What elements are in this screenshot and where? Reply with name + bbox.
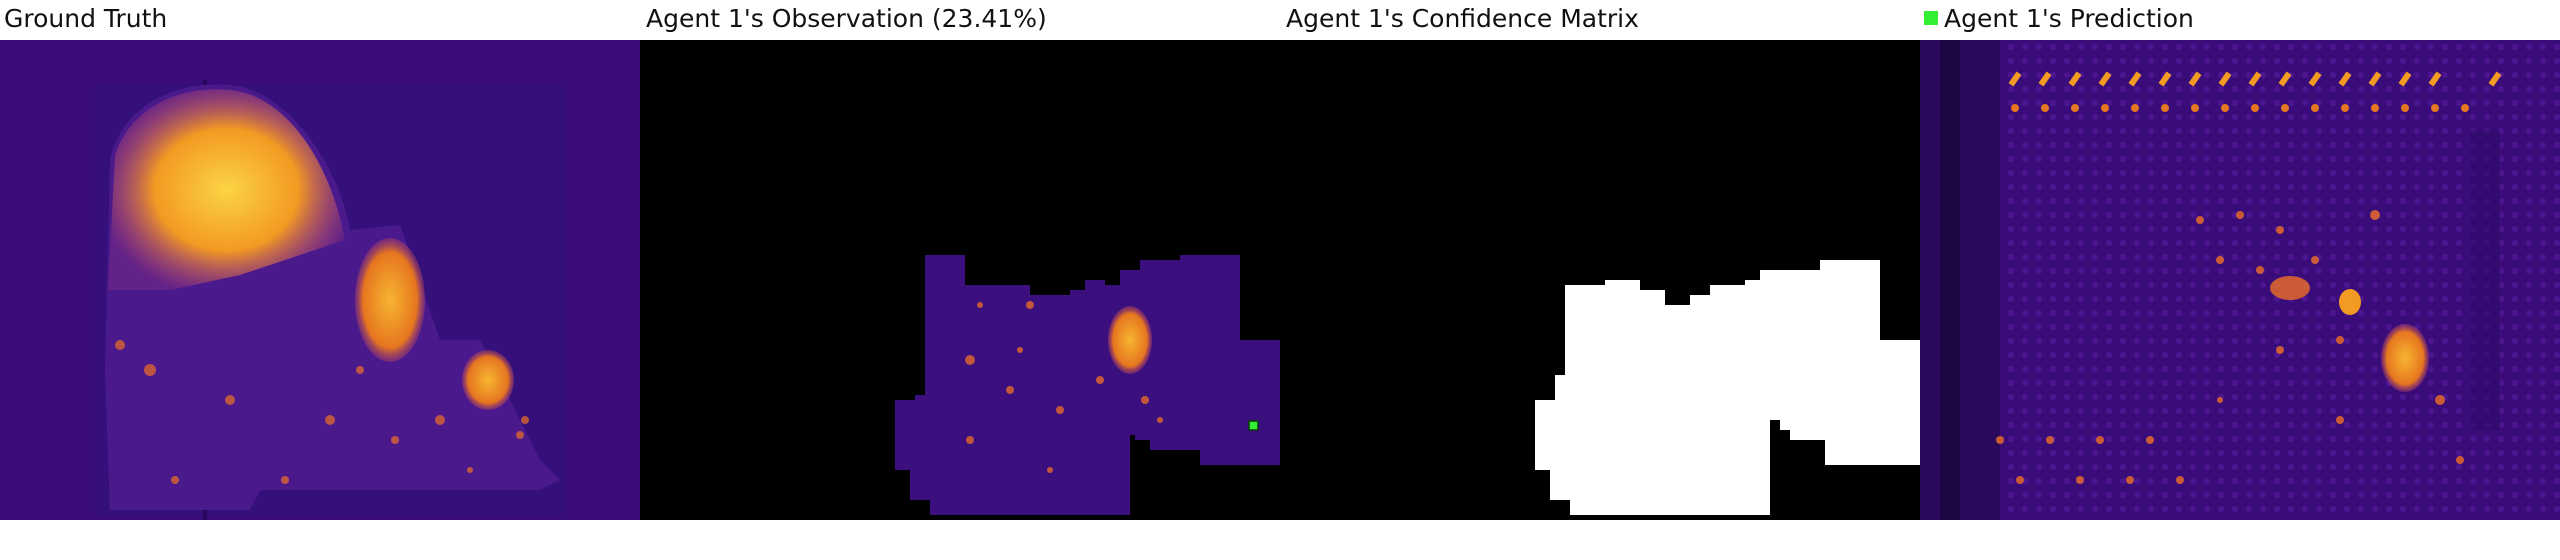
- prediction-heatmap: [1920, 40, 2560, 520]
- observed-scatter-spots: [965, 301, 1163, 473]
- prediction-top-row-marks: [2008, 71, 2502, 87]
- prediction-hotspot-mid: [2270, 276, 2310, 300]
- confidence-region: [1535, 260, 1920, 515]
- prediction-second-row-marks: [2011, 104, 2469, 112]
- observed-region: [895, 255, 1280, 515]
- confidence-panel: [1280, 40, 1920, 520]
- prediction-panel: [1920, 40, 2560, 520]
- gt-hotspot-right: [462, 350, 514, 410]
- observation-title: Agent 1's Observation (23.41%): [646, 4, 1047, 33]
- ground-truth-heatmap: [0, 40, 640, 520]
- ground-truth-panel: [0, 40, 640, 520]
- ground-truth-title: Ground Truth: [4, 4, 168, 33]
- gt-hotspot-main: [108, 89, 345, 291]
- agent-marker: [1248, 420, 1259, 431]
- prediction-background: [1920, 40, 2560, 520]
- agent-legend-swatch: [1924, 11, 1938, 25]
- prediction-title: Agent 1's Prediction: [1924, 2, 2194, 36]
- prediction-title-text: Agent 1's Prediction: [1944, 4, 2194, 33]
- observation-panel: [640, 40, 1280, 520]
- prediction-hotspot-main: [2381, 324, 2429, 392]
- prediction-dark-strip: [1940, 40, 1960, 520]
- gt-hotspot-middle: [355, 238, 425, 362]
- gt-scatter-spots: [115, 340, 529, 484]
- prediction-right-band: [2470, 130, 2500, 430]
- observed-hotspot: [1108, 306, 1152, 374]
- observation-view: [640, 40, 1280, 520]
- confidence-title: Agent 1's Confidence Matrix: [1286, 4, 1639, 33]
- confidence-matrix: [1280, 40, 1920, 520]
- prediction-scatter-spots: [1996, 210, 2464, 484]
- prediction-hotspot-small: [2339, 289, 2361, 315]
